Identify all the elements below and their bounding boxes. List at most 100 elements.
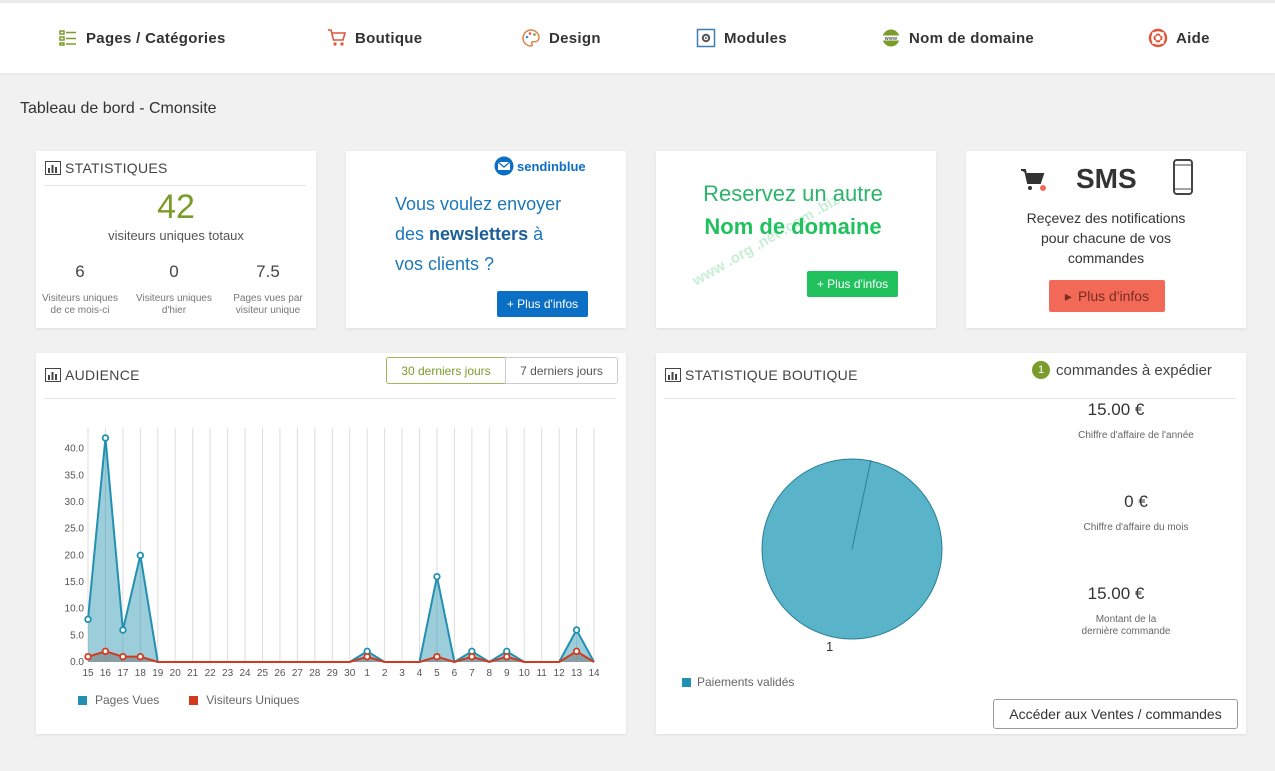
audience-card: AUDIENCE 15 16 17 18 19 20 21 22 23 24 25 26 27 28 29 3… (36, 353, 626, 734)
nav-modules-label: Modules (724, 29, 787, 47)
pie-slice-label: 1 (826, 639, 833, 654)
nav-domain[interactable]: www Nom de domaine (881, 28, 1034, 48)
bar-chart-icon (45, 161, 61, 175)
sms-info-button[interactable]: ▸ Plus d'infos (1049, 280, 1165, 312)
x-tick-label: 22 (205, 668, 217, 679)
legend-pages-label: Pages Vues (95, 693, 160, 707)
series-area-visiteurs-uniques (88, 651, 594, 662)
data-point (119, 652, 127, 661)
y-tick-label: 35.0 (65, 470, 85, 481)
page-title: Tableau de bord - Cmonsite (20, 100, 217, 117)
x-tick-label: 23 (222, 668, 234, 679)
x-tick-label: 29 (327, 668, 339, 679)
x-tick-label: 5 (434, 668, 440, 679)
stat-yesterday-value: 0 (169, 262, 179, 281)
boutique-card-title: STATISTIQUE BOUTIQUE (665, 367, 858, 383)
tab-7-days[interactable]: 7 derniers jours (505, 357, 618, 384)
sms-line3: commandes (1067, 250, 1145, 266)
stat-yesterday-label: Visiteurs uniques d'hier (136, 293, 212, 316)
kpi-month-value: 0 € (1124, 492, 1148, 511)
nav-aide-label: Aide (1176, 29, 1210, 47)
series-line-pages-vues (87, 437, 595, 664)
x-tick-label: 16 (100, 668, 112, 679)
y-tick-label: 0.0 (70, 657, 84, 668)
nav-modules[interactable]: Modules (696, 28, 787, 48)
newsletter-line2-post: à (528, 224, 544, 244)
pie-slice-boundary (851, 459, 872, 550)
sales-orders-button[interactable]: Accéder aux Ventes / commandes (993, 699, 1238, 729)
bar-chart-icon (665, 368, 681, 382)
x-tick-label: 7 (469, 668, 475, 679)
gear-box-icon (696, 28, 716, 48)
boutique-card: STATISTIQUE BOUTIQUE 1 commandes à expéd… (656, 353, 1246, 734)
x-tick-label: 21 (187, 668, 199, 679)
divider (44, 398, 616, 399)
x-tick-label: 17 (117, 668, 129, 679)
x-tick-label: 11 (536, 668, 547, 679)
sendinblue-brand: sendinblue (517, 158, 586, 174)
series-area-pages-vues (88, 438, 594, 662)
newsletter-text: Vous voulez envoyer des newsletters à vo… (395, 189, 561, 279)
x-tick-label: 14 (588, 668, 600, 679)
top-navigation: Pages / Catégories Boutique Design Modul… (0, 0, 1275, 73)
lifebuoy-icon (1148, 28, 1168, 48)
x-tick-label: 1 (364, 668, 370, 679)
data-point (572, 647, 581, 656)
kpi-month-label: Chiffre d'affaire du mois (1083, 522, 1189, 533)
kpi-last-label: Montant de la dernière commande (1081, 614, 1171, 637)
x-tick-label: 13 (571, 668, 583, 679)
x-tick-label: 6 (452, 668, 458, 679)
stats-total-label: visiteurs uniques totaux (108, 228, 244, 243)
x-tick-label: 27 (292, 668, 304, 679)
nav-domain-label: Nom de domaine (909, 29, 1035, 47)
sms-card: SMS Reçevez des notifications pour chacu… (966, 151, 1246, 328)
legend-paiements-label: Paiements validés (697, 675, 795, 689)
stat-pages-label: Pages vues par visiteur unique (233, 293, 303, 316)
divider (664, 398, 1236, 399)
orders-count-badge: 1 (1032, 361, 1050, 379)
y-tick-label: 25.0 (65, 524, 85, 535)
newsletter-line3: vos clients ? (395, 254, 495, 274)
sms-title: SMS (1076, 163, 1137, 194)
boutique-title-text: STATISTIQUE BOUTIQUE (685, 367, 858, 383)
divider (44, 185, 306, 186)
legend-swatch-pages (78, 695, 87, 705)
stats-card: STATISTIQUES 42 visiteurs uniques totaux… (36, 151, 316, 328)
nav-pages-label: Pages / Catégories (86, 29, 226, 47)
y-tick-label: 20.0 (65, 550, 85, 561)
x-tick-label: 19 (152, 668, 164, 679)
nav-boutique[interactable]: Boutique (327, 28, 422, 48)
x-tick-label: 20 (170, 668, 182, 679)
x-tick-label: 8 (487, 668, 493, 679)
data-point (101, 434, 110, 442)
tab-30-days[interactable]: 30 derniers jours (386, 357, 506, 384)
data-point (84, 615, 92, 624)
y-tick-label: 5.0 (70, 630, 84, 641)
phone-icon (1173, 159, 1193, 195)
stat-month-value: 6 (75, 262, 85, 281)
x-tick-label: 9 (504, 668, 510, 679)
domain-line1: Reservez un autre (703, 181, 883, 206)
data-point (101, 647, 110, 656)
data-point (363, 652, 371, 661)
boutique-pie-chart: 1 (761, 458, 943, 654)
newsletter-info-button[interactable]: + Plus d'infos (497, 291, 588, 317)
orders-to-ship[interactable]: 1 commandes à expédier (1032, 361, 1212, 379)
data-point (136, 551, 145, 560)
sms-button-label: Plus d'infos (1077, 288, 1150, 304)
data-point (433, 572, 441, 581)
nav-aide[interactable]: Aide (1148, 28, 1210, 48)
domain-card: www .org .net .com .biz Reservez un autr… (656, 151, 936, 328)
nav-design[interactable]: Design (521, 28, 601, 48)
newsletter-card: sendinblue Vous voulez envoyer des newsl… (346, 151, 626, 328)
x-tick-label: 15 (82, 668, 94, 679)
stats-total: 42 (157, 188, 195, 226)
audience-legend: Pages Vues Visiteurs Uniques (78, 693, 299, 707)
palette-icon (522, 29, 540, 47)
sms-button-bullet: ▸ (1064, 287, 1072, 304)
nav-pages[interactable]: Pages / Catégories (58, 28, 226, 48)
legend-swatch-visitors (189, 695, 199, 705)
domain-info-button[interactable]: + Plus d'infos (807, 271, 898, 297)
data-point (136, 652, 145, 661)
x-tick-label: 18 (135, 668, 147, 679)
